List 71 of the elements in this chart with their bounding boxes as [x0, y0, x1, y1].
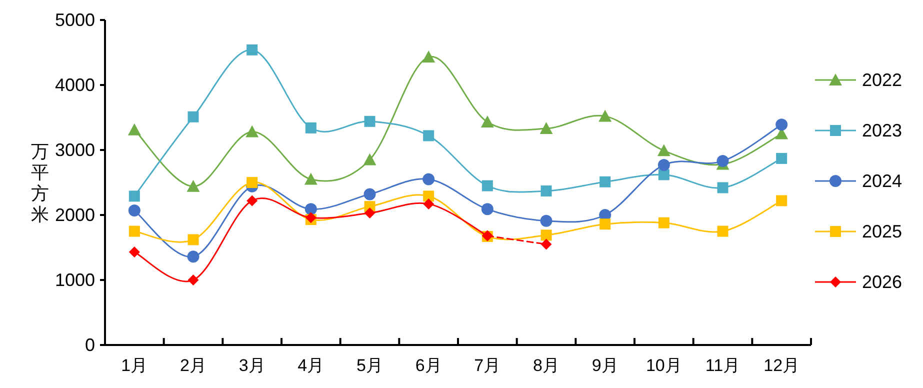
- point: [482, 180, 493, 192]
- point: [776, 152, 788, 164]
- point: [305, 122, 316, 134]
- point: [186, 180, 200, 192]
- point: [423, 198, 434, 210]
- point: [657, 144, 670, 156]
- point: [481, 203, 494, 216]
- point: [188, 274, 199, 286]
- point: [364, 188, 376, 200]
- legend-label: 2022: [862, 70, 902, 90]
- point: [364, 116, 376, 127]
- legend-label: 2023: [862, 120, 902, 140]
- point: [364, 208, 376, 219]
- point: [246, 125, 259, 138]
- point: [658, 169, 670, 180]
- point: [776, 118, 788, 131]
- point: [128, 226, 140, 237]
- point: [480, 116, 494, 128]
- y-tick-label: 4000: [54, 75, 95, 95]
- y-tick-label: 0: [84, 335, 95, 355]
- point: [128, 190, 140, 202]
- point: [128, 246, 140, 258]
- x-tick-label: 11月: [705, 356, 740, 375]
- y-tick-label: 1000: [54, 270, 95, 290]
- point: [598, 110, 612, 122]
- point: [717, 182, 728, 194]
- y-tick-label: 3000: [54, 140, 95, 160]
- point: [246, 195, 258, 206]
- point: [363, 153, 376, 166]
- point: [422, 173, 435, 186]
- point: [246, 44, 258, 56]
- point: [540, 238, 552, 250]
- point: [658, 158, 670, 171]
- x-tick-label: 9月: [592, 356, 618, 375]
- legend-label: 2026: [862, 272, 902, 292]
- y-tick-label: 2000: [54, 205, 95, 225]
- point: [128, 204, 140, 216]
- x-tick-label: 8月: [533, 356, 560, 375]
- point: [304, 203, 317, 216]
- point: [540, 122, 553, 134]
- y-axis-title: 万平方米: [31, 142, 49, 224]
- x-tick-label: 7月: [474, 356, 501, 375]
- x-tick-label: 6月: [415, 356, 442, 375]
- x-tick-label: 4月: [298, 356, 324, 375]
- point: [422, 50, 436, 63]
- point: [188, 234, 199, 246]
- point: [600, 176, 611, 188]
- x-tick-label: 2月: [180, 356, 206, 375]
- point: [540, 185, 552, 196]
- point: [540, 214, 552, 227]
- x-tick-label: 3月: [238, 356, 266, 375]
- point: [658, 217, 670, 228]
- point: [423, 130, 434, 142]
- x-tick-label: 5月: [356, 356, 383, 375]
- x-tick-label: 10月: [646, 356, 682, 375]
- y-tick-label: 5000: [54, 10, 95, 30]
- point: [188, 111, 199, 122]
- point: [776, 195, 788, 206]
- legend-label: 2025: [862, 222, 902, 242]
- point: [304, 172, 318, 185]
- legend-label: 2024: [862, 171, 902, 191]
- point: [246, 177, 258, 188]
- point: [423, 190, 434, 202]
- point: [128, 123, 141, 136]
- point: [716, 155, 729, 168]
- point: [540, 230, 552, 241]
- x-tick-label: 1月: [121, 356, 148, 375]
- point: [600, 218, 611, 230]
- point: [717, 226, 728, 237]
- point: [187, 250, 200, 263]
- x-tick-label: 12月: [764, 356, 800, 375]
